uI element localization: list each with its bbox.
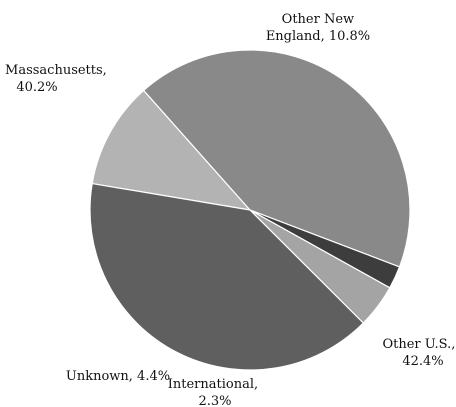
pie-slices: [89, 49, 411, 371]
label-massachusetts: Massachusetts, 40.2%: [5, 63, 111, 95]
label-other-new-england: Other New England, 10.8%: [266, 12, 370, 44]
pie-slice-massachusetts: [89, 182, 364, 371]
pie-slice-other-u-s: [143, 49, 411, 268]
label-other-us: Other U.S., 42.4%: [382, 337, 456, 369]
label-international: International, 2.3%: [168, 377, 263, 407]
label-unknown: Unknown, 4.4%: [66, 369, 170, 384]
pie-labels: Other New England, 10.8% Other U.S., 42.…: [5, 12, 456, 407]
pie-slice-other-new-england: [91, 89, 251, 211]
